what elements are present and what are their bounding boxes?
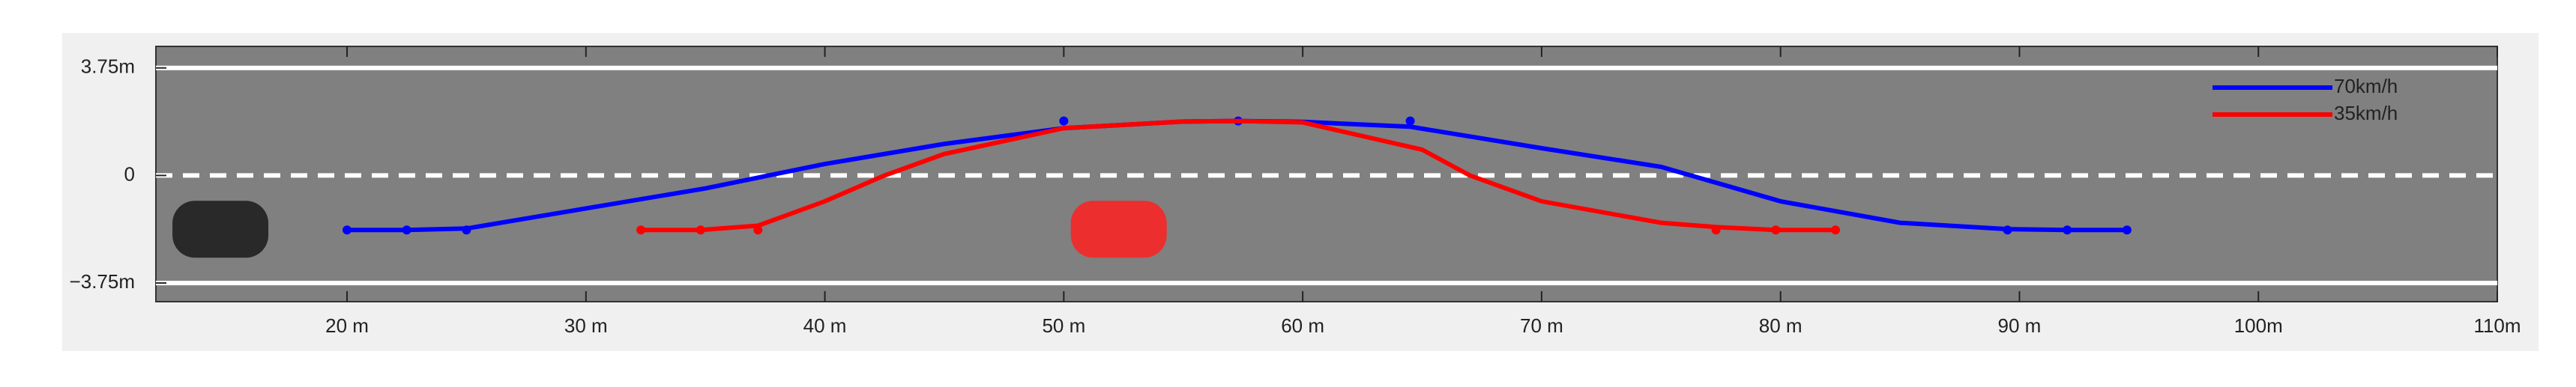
y-tick-label: 0 [124,162,135,185]
legend-label: 70km/h [2334,75,2398,97]
waypoint [1059,116,1069,126]
x-tick-label: 80 m [1759,314,1803,337]
legend-label: 35km/h [2334,102,2398,124]
x-tick-label: 100m [2234,314,2283,337]
waypoint [1830,225,1840,235]
x-tick-label: 110m [2473,314,2521,337]
y-tick-label: 3.75m [81,55,135,78]
waypoint [462,225,471,235]
waypoint [2003,225,2012,235]
waypoint [2122,225,2132,235]
waypoint [1711,225,1721,235]
vehicle [172,201,269,258]
waypoint [696,225,705,235]
x-tick-label: 30 m [564,314,608,337]
vehicle [1070,201,1167,258]
y-tick-label: −3.75m [70,270,135,293]
x-tick-label: 40 m [803,314,847,337]
waypoint [2063,225,2072,235]
x-tick-label: 90 m [1998,314,2042,337]
waypoint [343,225,352,235]
waypoint [753,225,763,235]
waypoint [1771,225,1781,235]
x-tick-label: 60 m [1281,314,1324,337]
trajectory [641,118,1836,233]
x-tick-label: 50 m [1042,314,1085,337]
waypoint [402,225,411,235]
waypoint [636,225,646,235]
x-tick-label: 70 m [1520,314,1563,337]
waypoint [1405,116,1415,126]
x-tick-label: 20 m [325,314,369,337]
